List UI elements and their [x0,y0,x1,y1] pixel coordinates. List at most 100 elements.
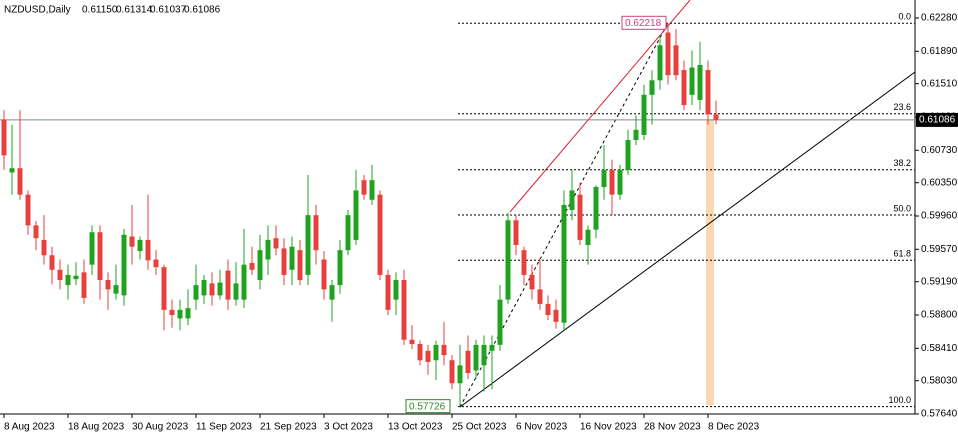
current-price-box [916,112,958,127]
candle-body [329,285,335,300]
x-tick-label: 30 Aug 2023 [132,422,189,433]
candle-body [129,236,135,247]
fib-level-label: 23.6 [893,102,911,112]
candle-body [481,344,487,366]
candle-body [593,186,599,230]
candle-body [657,45,663,81]
candle-body [377,194,383,275]
candle-body [505,220,511,300]
candle-body [121,234,127,296]
candle-body [65,274,71,286]
highlight-zone [706,120,714,405]
candle-body [513,220,519,246]
y-tick-label: 0.60730 [921,145,958,156]
candle-body [385,274,391,310]
candle-body [201,280,207,296]
fib-level-label: 38.2 [893,158,911,168]
candle-body [561,204,567,323]
x-tick-label: 18 Aug 2023 [68,422,125,433]
x-tick-label: 16 Nov 2023 [580,422,637,433]
x-tick-label: 21 Sep 2023 [260,422,317,433]
candle-body [49,255,55,270]
candle-body [417,344,423,361]
candle-body [89,232,95,265]
candle-body [609,169,615,195]
candle-body [281,248,287,275]
candle-body [265,239,271,260]
candle-body [497,299,503,345]
candle-body [713,114,719,120]
fib-level-label: 100.0 [888,395,911,405]
fib-low-label: 0.57726 [409,401,446,412]
candle-body [433,344,439,361]
fib-high-label: 0.62218 [625,18,662,29]
candle-body [457,365,463,384]
candle-body [161,267,167,310]
candle-body [689,67,695,95]
trend-line [459,71,916,408]
x-tick-label: 28 Nov 2023 [644,422,701,433]
candle-body [441,344,447,356]
candle-body [361,180,367,195]
candle-body [345,215,351,251]
candle-body [17,168,23,195]
fib-level-label: 0.0 [898,12,911,22]
y-tick-label: 0.59960 [921,211,958,222]
x-tick-label: 8 Aug 2023 [4,422,55,433]
candle-body [473,344,479,371]
candle-body [273,238,279,249]
candle-body [241,264,247,300]
ohlc-high: 0.61314 [116,5,153,16]
candle-body [305,215,311,275]
trend-line-red [509,0,691,213]
candle-body [633,129,639,141]
y-tick-label: 0.59190 [921,276,958,287]
candle-body [225,270,231,300]
candle-body [289,246,295,270]
candle-body [465,350,471,374]
y-tick-label: 0.57640 [921,409,958,420]
candle-body [529,274,535,290]
fib-high-box [621,15,667,30]
candle-body [337,250,343,286]
candle-body [81,272,87,298]
y-tick-label: 0.62280 [921,13,958,24]
x-tick-label: 13 Oct 2023 [388,422,443,433]
candle-body [665,32,671,76]
y-tick-label: 0.58410 [921,343,958,354]
candle-body [545,303,551,316]
ohlc-low: 0.61037 [150,5,187,16]
candle-body [257,250,263,281]
candle-body [41,239,47,256]
candle-body [217,282,223,296]
candle-body [569,190,575,211]
candle-body [673,45,679,76]
candle-body [641,94,647,135]
candle-body [449,360,455,384]
candle-body [401,280,407,340]
candle-body [321,259,327,290]
candle-body [113,285,119,294]
y-tick-label: 0.61890 [921,46,958,57]
symbol-label: NZDUSD,Daily [4,5,71,16]
candle-body [25,194,31,226]
ohlc-open: 0.61150 [82,5,118,16]
candle-body [185,308,191,319]
candle-body [537,289,543,304]
candle-body [145,239,151,261]
candle-body [369,180,375,200]
candle-body [393,280,399,300]
fib-level-label: 61.8 [893,249,911,259]
x-tick-label: 6 Nov 2023 [516,422,568,433]
candle-body [577,194,583,240]
x-tick-label: 25 Oct 2023 [452,422,507,433]
x-tick-label: 11 Sep 2023 [196,422,252,433]
candle-body [625,140,631,170]
candle-body [153,259,159,268]
candle-body [33,225,39,239]
candle-body [249,262,255,270]
candle-body [313,215,319,251]
candle-body [57,269,63,281]
candle-body [409,339,415,345]
